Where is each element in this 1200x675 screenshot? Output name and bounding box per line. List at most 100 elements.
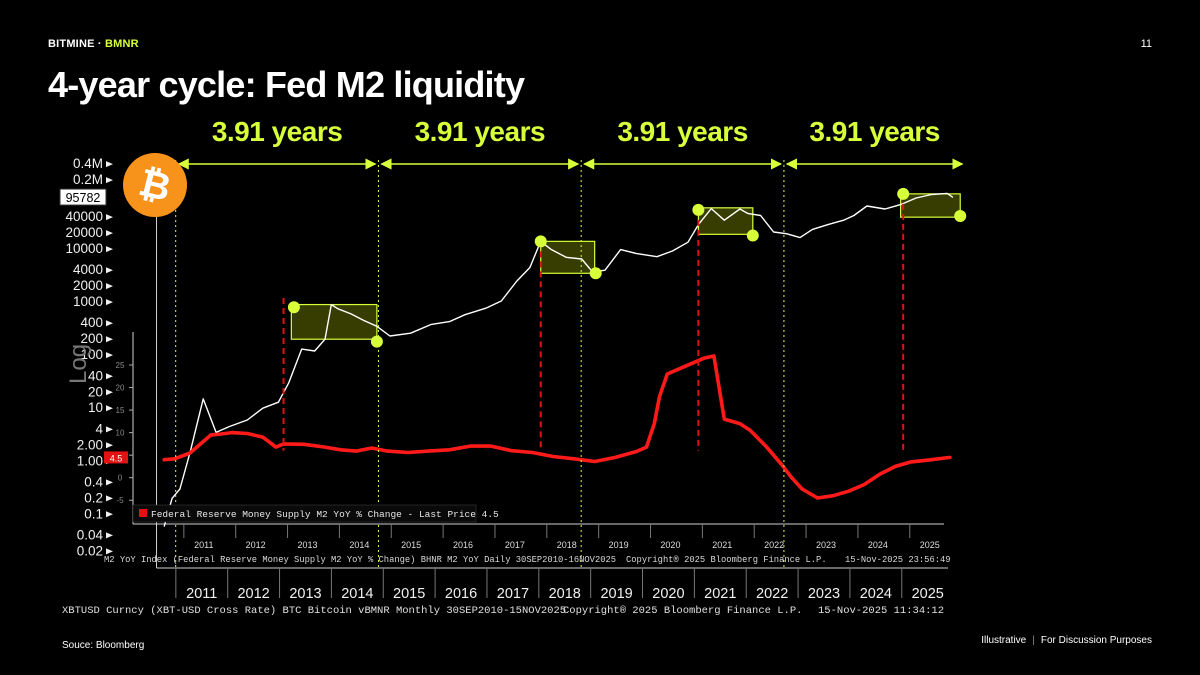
m2-last-price-box bbox=[104, 451, 128, 464]
inner-x-tick-label: 2016 bbox=[453, 540, 473, 550]
outer-x-tick-label: 2019 bbox=[600, 586, 632, 602]
inner-x-tick-label: 2021 bbox=[712, 540, 732, 550]
legend-label: Federal Reserve Money Supply M2 YoY % Ch… bbox=[151, 509, 499, 520]
cycle-point bbox=[534, 235, 547, 248]
disclaimer-discussion: For Discussion Purposes bbox=[1040, 635, 1152, 646]
btc-tick-mark bbox=[106, 405, 113, 412]
cycle-point bbox=[954, 210, 967, 223]
inner-x-tick-label: 2025 bbox=[920, 540, 940, 550]
btc-tick-mark bbox=[106, 246, 113, 253]
inner-x-tick-label: 2011 bbox=[194, 540, 213, 550]
inner-caption-copyright: Copyright® 2025 Bloomberg Finance L.P. bbox=[626, 555, 827, 565]
btc-tick-label: 0.04 bbox=[77, 527, 104, 542]
disclaimer-separator: | bbox=[1032, 635, 1035, 646]
m2-tick-label: 25 bbox=[116, 361, 125, 370]
brand-ticker: BMNR bbox=[105, 38, 139, 50]
outer-x-tick-label: 2022 bbox=[756, 586, 788, 602]
disclaimer-illustrative: Illustrative bbox=[981, 635, 1027, 646]
m2-tick-label: 20 bbox=[116, 384, 125, 393]
cycle-highlight-box bbox=[290, 303, 378, 340]
btc-tick-mark bbox=[106, 442, 113, 449]
outer-x-tick-label: 2020 bbox=[652, 586, 684, 602]
m2-tick-label: 15 bbox=[116, 406, 125, 415]
inner-x-tick-label: 2020 bbox=[660, 540, 680, 550]
inner-x-tick-label: 2015 bbox=[401, 540, 421, 550]
btc-tick-mark bbox=[106, 230, 113, 237]
btc-tick-label: 0.02 bbox=[77, 543, 103, 558]
header-brand: BITMINE · BMNR bbox=[48, 38, 139, 50]
btc-tick-label: 0.2 bbox=[84, 490, 103, 505]
btc-tick-mark bbox=[106, 177, 113, 184]
btc-tick-mark bbox=[106, 299, 113, 306]
brand-separator: · bbox=[97, 38, 102, 50]
outer-x-tick-label: 2012 bbox=[237, 586, 269, 602]
cycle-point bbox=[746, 229, 759, 242]
btc-tick-mark bbox=[106, 532, 113, 539]
source-note: Souce: Bloomberg bbox=[62, 640, 145, 651]
btc-tick-label: 10000 bbox=[65, 241, 103, 256]
btc-tick-label: 0.4M bbox=[73, 156, 103, 171]
cycle-point bbox=[287, 301, 300, 314]
inner-x-tick-label: 2014 bbox=[349, 540, 369, 550]
m2-last-price-label: 4.5 bbox=[110, 453, 123, 463]
btc-last-price-box bbox=[59, 188, 107, 206]
outer-caption-timestamp: 15-Nov-2025 11:34:12 bbox=[818, 605, 944, 617]
btc-tick-mark bbox=[106, 479, 113, 486]
cycle-point bbox=[897, 187, 910, 200]
log-axis-label: Log bbox=[65, 344, 92, 384]
btc-tick-label: 40 bbox=[88, 368, 103, 383]
btc-tick-mark bbox=[106, 214, 113, 221]
cycle-duration-label: 3.91 years bbox=[415, 116, 545, 147]
btc-tick-mark bbox=[106, 336, 113, 343]
inner-x-tick-label: 2024 bbox=[868, 540, 888, 550]
outer-x-tick-label: 2015 bbox=[393, 586, 425, 602]
cycle-duration-label: 3.91 years bbox=[617, 116, 747, 147]
btc-tick-mark bbox=[106, 389, 113, 396]
btc-tick-mark bbox=[106, 283, 113, 290]
outer-x-tick-label: 2013 bbox=[289, 586, 321, 602]
btc-tick-label: 100 bbox=[80, 347, 103, 362]
btc-price-line bbox=[163, 192, 954, 527]
btc-last-price-label: 95782 bbox=[66, 191, 101, 205]
outer-caption-copyright: Copyright® 2025 Bloomberg Finance L.P. bbox=[563, 605, 802, 617]
btc-tick-label: 4000 bbox=[73, 262, 103, 277]
btc-tick-label: 4 bbox=[95, 421, 103, 436]
btc-tick-mark bbox=[106, 511, 113, 518]
cycle-point bbox=[370, 335, 383, 348]
btc-tick-mark bbox=[106, 352, 113, 359]
cycle-highlight-box bbox=[697, 207, 754, 235]
outer-x-tick-label: 2024 bbox=[860, 586, 892, 602]
inner-x-tick-label: 2019 bbox=[609, 540, 629, 550]
btc-tick-label: 20 bbox=[88, 384, 103, 399]
btc-tick-label: 10 bbox=[88, 400, 103, 415]
m2-yoy-line bbox=[162, 354, 952, 500]
btc-tick-mark bbox=[106, 426, 113, 433]
outer-x-tick-label: 2017 bbox=[497, 586, 529, 602]
btc-tick-mark bbox=[106, 320, 113, 327]
m2-tick-label: -5 bbox=[116, 496, 124, 505]
btc-tick-label: 1.00 bbox=[77, 453, 103, 468]
inner-caption-left: M2 YoY Index (Federal Reserve Money Supp… bbox=[104, 555, 616, 565]
outer-x-tick-label: 2023 bbox=[808, 586, 840, 602]
btc-tick-label: 40000 bbox=[65, 209, 103, 224]
inner-x-tick-label: 2013 bbox=[297, 540, 317, 550]
btc-tick-label: 400 bbox=[80, 315, 103, 330]
btc-tick-label: 2.00 bbox=[77, 437, 103, 452]
outer-x-tick-label: 2018 bbox=[549, 586, 581, 602]
btc-tick-mark bbox=[106, 267, 113, 274]
outer-caption-left: XBTUSD Curncy (XBT-USD Cross Rate) BTC B… bbox=[62, 605, 566, 617]
outer-x-tick-label: 2021 bbox=[704, 586, 736, 602]
btc-tick-label: 1000 bbox=[73, 294, 103, 309]
outer-x-tick-label: 2025 bbox=[912, 586, 944, 602]
btc-tick-label: 200 bbox=[80, 331, 103, 346]
m2-tick-label: 0 bbox=[118, 474, 123, 483]
cycle-point bbox=[589, 267, 602, 280]
inner-x-tick-label: 2017 bbox=[505, 540, 525, 550]
btc-tick-label: 0.4 bbox=[84, 474, 103, 489]
outer-x-tick-label: 2011 bbox=[186, 586, 217, 602]
btc-tick-mark bbox=[106, 548, 113, 555]
inner-caption-timestamp: 15-Nov-2025 23:56:49 bbox=[845, 555, 951, 565]
cycle-duration-label: 3.91 years bbox=[809, 116, 939, 147]
btc-tick-label: 20000 bbox=[65, 225, 103, 240]
